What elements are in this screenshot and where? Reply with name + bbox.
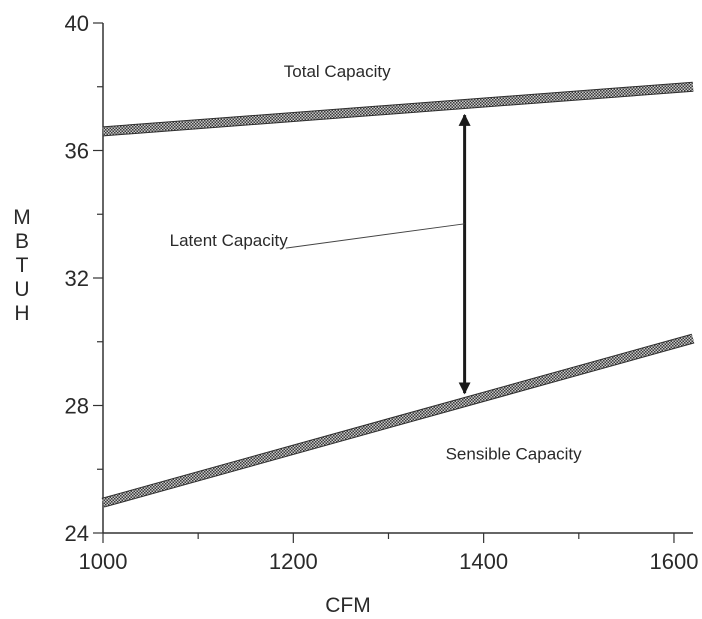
annotation-total-capacity: Total Capacity <box>284 62 391 81</box>
y-tick-label: 40 <box>65 11 89 36</box>
sensible-capacity-line <box>101 334 695 507</box>
y-axis-title-letter: M <box>13 206 31 229</box>
x-axis-title: CFM <box>325 594 371 617</box>
x-tick-label: 1000 <box>79 549 128 574</box>
x-tick-label: 1200 <box>269 549 318 574</box>
latent-leader-line <box>285 223 465 249</box>
y-axis-title-letter: U <box>14 278 29 301</box>
x-tick-label: 1600 <box>649 549 698 574</box>
x-tick-label: 1400 <box>459 549 508 574</box>
y-tick-label: 24 <box>65 521 89 546</box>
series-layer <box>101 81 695 508</box>
annotations: Total Capacity Sensible Capacity Latent … <box>170 62 583 464</box>
y-tick-label: 28 <box>65 394 89 419</box>
y-tick-label: 36 <box>65 139 89 164</box>
y-axis-title: M B T U H <box>13 206 31 325</box>
total-capacity-line <box>102 82 694 136</box>
ticks <box>93 22 675 543</box>
y-axis-title-letter: B <box>15 230 29 253</box>
annotation-sensible-capacity: Sensible Capacity <box>446 445 583 464</box>
y-axis-title-letter: H <box>14 302 29 325</box>
tick-labels: 24 28 32 36 40 1000 1200 1400 1600 <box>65 11 699 574</box>
annotation-latent-capacity: Latent Capacity <box>170 231 289 250</box>
y-axis-title-letter: T <box>16 254 29 277</box>
y-tick-label: 32 <box>65 266 89 291</box>
axes <box>102 23 693 534</box>
